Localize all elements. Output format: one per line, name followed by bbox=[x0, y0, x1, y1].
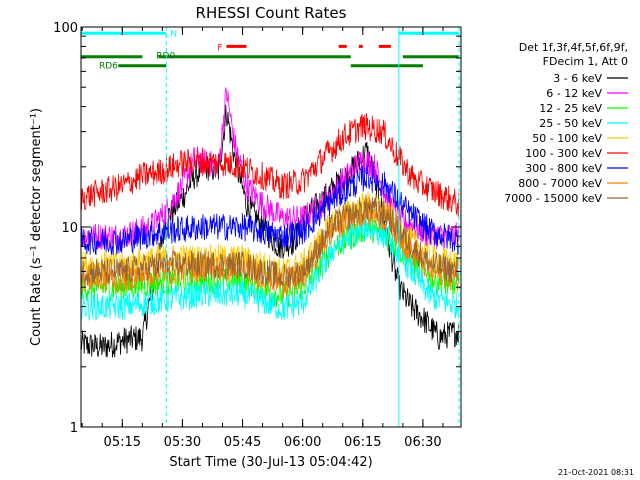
y-axis-label: Count Rate (s⁻¹ detector segment⁻¹) bbox=[29, 108, 44, 346]
chart-title: RHESSI Count Rates bbox=[196, 4, 347, 22]
y-tick-label-2: 100 bbox=[53, 21, 78, 36]
x-tick-label-2: 05:45 bbox=[224, 435, 261, 450]
legend-header-1: FDecim 1, Att 0 bbox=[543, 55, 628, 68]
legend-label-0: 3 - 6 keV bbox=[553, 72, 602, 85]
series-layer bbox=[80, 87, 460, 358]
x-tick-label-1: 05:30 bbox=[164, 435, 201, 450]
legend: Det 1f,3f,4f,5f,6f,9f,FDecim 1, Att 0 3 -… bbox=[504, 41, 628, 205]
y-tick-label-1: 10 bbox=[61, 221, 78, 236]
series-line-7 bbox=[80, 196, 460, 299]
y-axis: 1 10 100 bbox=[53, 21, 461, 436]
x-tick-label-5: 06:30 bbox=[404, 435, 441, 450]
legend-label-4: 50 - 100 keV bbox=[532, 132, 602, 145]
y-tick-label-0: 1 bbox=[70, 421, 78, 436]
legend-label-1: 6 - 12 keV bbox=[546, 87, 602, 100]
legend-label-3: 25 - 50 keV bbox=[539, 117, 602, 130]
x-tick-label-0: 05:15 bbox=[104, 435, 141, 450]
annotation-label-n: N bbox=[170, 29, 177, 39]
legend-label-8: 7000 - 15000 keV bbox=[504, 192, 602, 205]
annotation-label-rd0: RD0 bbox=[156, 52, 175, 62]
series-line-6 bbox=[80, 162, 460, 256]
x-axis-label: Start Time (30-Jul-13 05:04:42) bbox=[169, 455, 372, 470]
vertical-marker-layer bbox=[165, 27, 460, 427]
x-tick-label-3: 06:00 bbox=[284, 435, 321, 450]
x-axis: 05:15 05:30 05:45 06:00 06:15 06:30 bbox=[81, 27, 444, 450]
legend-label-7: 800 - 7000 keV bbox=[518, 177, 602, 190]
annotation-layer: N F RD6 RD0 bbox=[81, 29, 459, 72]
series-line-5 bbox=[80, 113, 460, 217]
annotation-label-rd6: RD6 bbox=[99, 62, 118, 72]
legend-label-5: 100 - 300 keV bbox=[525, 147, 602, 160]
legend-label-6: 300 - 800 keV bbox=[525, 162, 602, 175]
series-line-8 bbox=[80, 194, 460, 289]
series-line-0 bbox=[80, 104, 460, 358]
legend-label-2: 12 - 25 keV bbox=[539, 102, 602, 115]
annotation-label-f: F bbox=[217, 43, 222, 53]
timestamp: 21-Oct-2021 08:31 bbox=[558, 468, 634, 477]
x-tick-label-4: 06:15 bbox=[344, 435, 381, 450]
legend-header-0: Det 1f,3f,4f,5f,6f,9f, bbox=[519, 41, 628, 54]
